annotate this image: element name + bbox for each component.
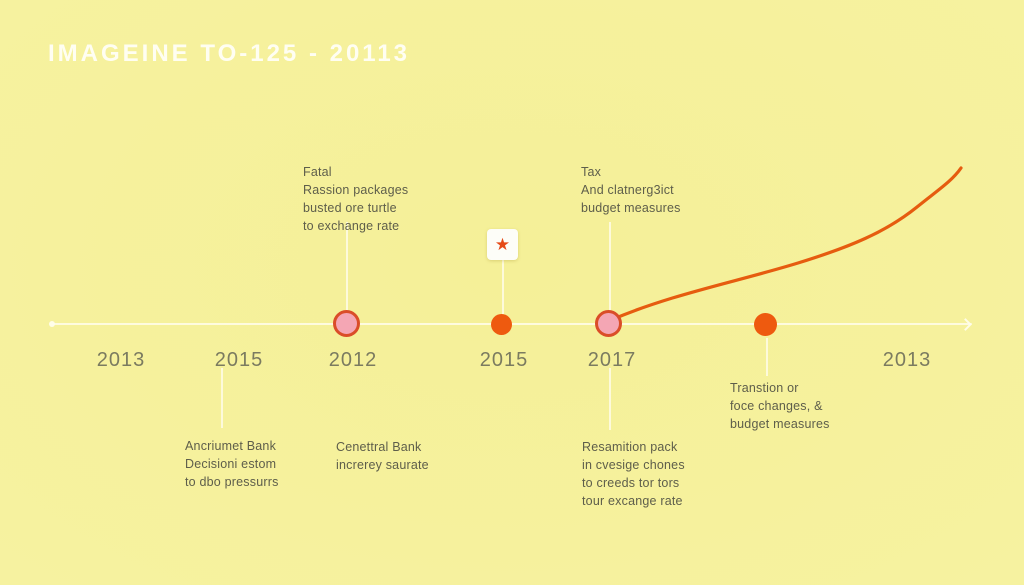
annotation-resamition-pack: Resamition pack in cvesige chones to cre… bbox=[582, 440, 685, 509]
annotation-transition: Transtion or foce changes, & budget meas… bbox=[730, 381, 830, 432]
connector-line-2017-bottom bbox=[609, 368, 611, 430]
page-title: IMAGEINE TO-125 - 20113 bbox=[48, 40, 411, 67]
year-label-4: 2015 bbox=[479, 349, 529, 371]
connector-line-2015-bottom bbox=[221, 368, 223, 428]
annotation-fatal-rassion: Fatal Rassion packages busted ore turtle… bbox=[303, 165, 409, 234]
connector-line-star bbox=[502, 260, 504, 314]
year-label-5: 2017 bbox=[587, 349, 637, 371]
annotation-central-bank: Cenettral Bank increrey saurate bbox=[336, 440, 429, 473]
star-icon: ★ bbox=[494, 235, 511, 254]
connector-line-2017-top bbox=[609, 222, 611, 310]
timeline-axis bbox=[52, 323, 972, 325]
year-label-2: 2015 bbox=[214, 349, 264, 371]
year-label-3: 2012 bbox=[328, 349, 378, 371]
star-marker-box: ★ bbox=[487, 229, 518, 260]
connector-line-2012-top bbox=[346, 222, 348, 310]
year-label-1: 2013 bbox=[96, 349, 146, 371]
timeline-marker-2012 bbox=[333, 310, 360, 337]
timeline-axis-start-dot bbox=[49, 321, 55, 327]
year-label-6: 2013 bbox=[882, 349, 932, 371]
connector-line-transition bbox=[766, 338, 768, 376]
timeline-marker-2015 bbox=[491, 314, 512, 335]
timeline-marker-2017 bbox=[595, 310, 622, 337]
annotation-tax-budget: Tax And clatnerg3ict budget measures bbox=[581, 165, 681, 216]
timeline-axis-arrow-icon bbox=[959, 318, 972, 331]
timeline-marker-transition bbox=[754, 313, 777, 336]
annotation-bank-decision: Ancriumet Bank Decisioni estom to dbo pr… bbox=[185, 439, 279, 490]
